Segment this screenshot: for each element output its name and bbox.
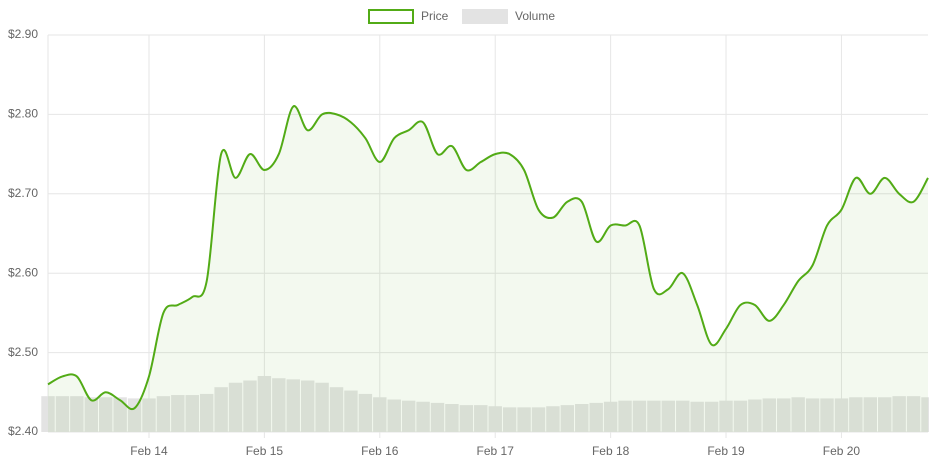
volume-bar xyxy=(892,396,906,432)
volume-bar xyxy=(748,399,762,432)
volume-bar xyxy=(41,396,55,432)
volume-bar xyxy=(921,397,929,432)
volume-bar xyxy=(474,405,488,432)
price-area xyxy=(48,106,928,433)
volume-bar xyxy=(906,396,921,432)
y-tick-label: $2.70 xyxy=(8,186,38,200)
legend-label: Price xyxy=(421,9,449,23)
volume-bar xyxy=(373,397,387,432)
volume-bar xyxy=(805,398,820,432)
x-tick-label: Feb 16 xyxy=(361,444,399,458)
volume-bar xyxy=(113,397,127,432)
volume-bar xyxy=(55,396,70,432)
volume-bar xyxy=(531,407,546,432)
volume-bar xyxy=(661,400,676,432)
volume-bar xyxy=(704,401,719,432)
volume-bar xyxy=(214,387,228,432)
volume-bar xyxy=(502,407,517,432)
x-tick-label: Feb 17 xyxy=(477,444,515,458)
volume-bar xyxy=(647,400,661,432)
volume-bar xyxy=(84,397,98,432)
legend-label: Volume xyxy=(515,9,555,23)
x-tick-label: Feb 15 xyxy=(246,444,284,458)
volume-bar xyxy=(228,382,243,432)
legend-item: Volume xyxy=(462,9,555,24)
volume-bar xyxy=(416,401,430,432)
volume-bar xyxy=(632,400,647,432)
x-tick-label: Feb 19 xyxy=(707,444,745,458)
y-tick-label: $2.90 xyxy=(8,27,38,41)
volume-bar xyxy=(459,405,474,432)
volume-bar xyxy=(171,395,185,432)
volume-bar xyxy=(315,382,329,432)
volume-bar xyxy=(690,401,704,432)
volume-bar xyxy=(344,390,358,432)
volume-bar xyxy=(272,378,286,432)
volume-bar xyxy=(719,400,733,432)
volume-bar xyxy=(300,380,315,432)
volume-bar xyxy=(517,407,531,432)
volume-bar xyxy=(142,398,156,432)
y-tick-label: $2.50 xyxy=(8,345,38,359)
volume-bar xyxy=(820,398,834,432)
y-tick-label: $2.40 xyxy=(8,424,38,438)
legend-swatch xyxy=(368,9,414,24)
x-tick-label: Feb 14 xyxy=(130,444,168,458)
volume-bar xyxy=(546,406,560,432)
volume-bar xyxy=(127,398,142,432)
volume-bar xyxy=(878,397,892,432)
volume-bar xyxy=(185,395,199,432)
volume-bar xyxy=(98,397,113,432)
volume-bar xyxy=(257,376,272,432)
price-line xyxy=(47,105,929,411)
volume-bar xyxy=(849,397,863,432)
volume-bar xyxy=(603,401,618,432)
volume-bar xyxy=(834,398,849,432)
volume-bar xyxy=(676,400,690,432)
volume-bar xyxy=(156,396,171,432)
x-tick-label: Feb 20 xyxy=(823,444,861,458)
legend-item: Price xyxy=(368,9,449,24)
volume-bar xyxy=(199,393,214,432)
volume-bar xyxy=(401,400,416,432)
volume-bar xyxy=(243,380,257,432)
volume-bar xyxy=(430,402,445,432)
volume-bar xyxy=(70,396,84,432)
volume-bar xyxy=(762,398,777,432)
volume-bar xyxy=(488,406,502,432)
volume-bar xyxy=(445,404,459,432)
volume-bar xyxy=(560,405,575,432)
volume-bar xyxy=(863,397,878,432)
volume-bar xyxy=(286,379,300,432)
volume-bar xyxy=(387,399,401,432)
volume-bar xyxy=(329,387,344,432)
y-tick-label: $2.80 xyxy=(8,107,38,121)
x-tick-label: Feb 18 xyxy=(592,444,630,458)
legend-swatch xyxy=(462,9,508,24)
volume-bar xyxy=(358,393,373,432)
volume-bar xyxy=(575,404,589,432)
volume-bar xyxy=(733,400,748,432)
y-tick-label: $2.60 xyxy=(8,265,38,279)
volume-bar xyxy=(777,398,791,432)
volume-bar xyxy=(791,397,805,432)
volume-bar xyxy=(618,400,632,432)
volume-bar xyxy=(589,402,603,432)
